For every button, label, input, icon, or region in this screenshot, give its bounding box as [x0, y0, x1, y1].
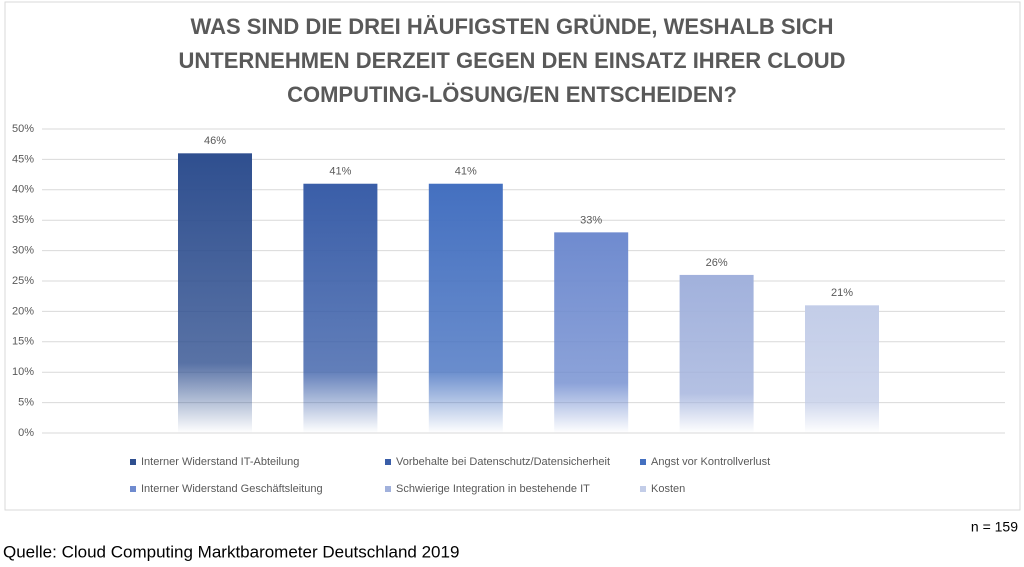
data-label: 46%	[204, 135, 226, 147]
legend-label: Angst vor Kontrollverlust	[651, 456, 770, 468]
legend-marker	[385, 486, 391, 492]
y-tick-label: 30%	[12, 245, 34, 257]
bar	[805, 305, 879, 433]
data-label: 21%	[831, 287, 853, 299]
source: Quelle: Cloud Computing Marktbarometer D…	[3, 542, 459, 561]
legend-marker	[130, 459, 136, 465]
y-tick-label: 15%	[12, 336, 34, 348]
chart-title: WAS SIND DIE DREI HÄUFIGSTEN GRÜNDE, WES…	[191, 14, 834, 39]
chart-frame	[4, 1, 1021, 511]
data-label: 41%	[455, 166, 477, 178]
y-tick-label: 25%	[12, 275, 34, 287]
legend-label: Interner Widerstand IT-Abteilung	[141, 456, 299, 468]
bar	[554, 232, 629, 433]
bar	[428, 183, 503, 433]
y-tick-label: 45%	[12, 153, 34, 165]
y-tick-label: 35%	[12, 214, 34, 226]
note: n = 159	[971, 519, 1018, 535]
data-label: 41%	[329, 166, 351, 178]
data-label: 33%	[580, 214, 602, 226]
legend-label: Schwierige Integration in bestehende IT	[396, 483, 590, 495]
y-tick-label: 5%	[18, 397, 34, 409]
chart-title: UNTERNEHMEN DERZEIT GEGEN DEN EINSATZ IH…	[179, 48, 846, 73]
legend-marker	[640, 486, 646, 492]
legend-marker	[385, 459, 391, 465]
chart-title: COMPUTING-LÖSUNG/EN ENTSCHEIDEN?	[287, 82, 737, 107]
bar	[303, 183, 378, 433]
bar	[178, 153, 252, 433]
legend-marker	[130, 486, 136, 492]
data-label: 26%	[706, 257, 728, 269]
legend-marker	[640, 459, 646, 465]
legend-label: Kosten	[651, 483, 685, 495]
y-tick-label: 50%	[12, 123, 34, 135]
y-tick-label: 10%	[12, 366, 34, 378]
y-tick-label: 0%	[18, 427, 34, 439]
legend-label: Interner Widerstand Geschäftsleitung	[141, 483, 323, 495]
y-tick-label: 20%	[12, 305, 34, 317]
bar	[679, 274, 754, 433]
y-tick-label: 40%	[12, 184, 34, 196]
legend-label: Vorbehalte bei Datenschutz/Datensicherhe…	[396, 456, 610, 468]
